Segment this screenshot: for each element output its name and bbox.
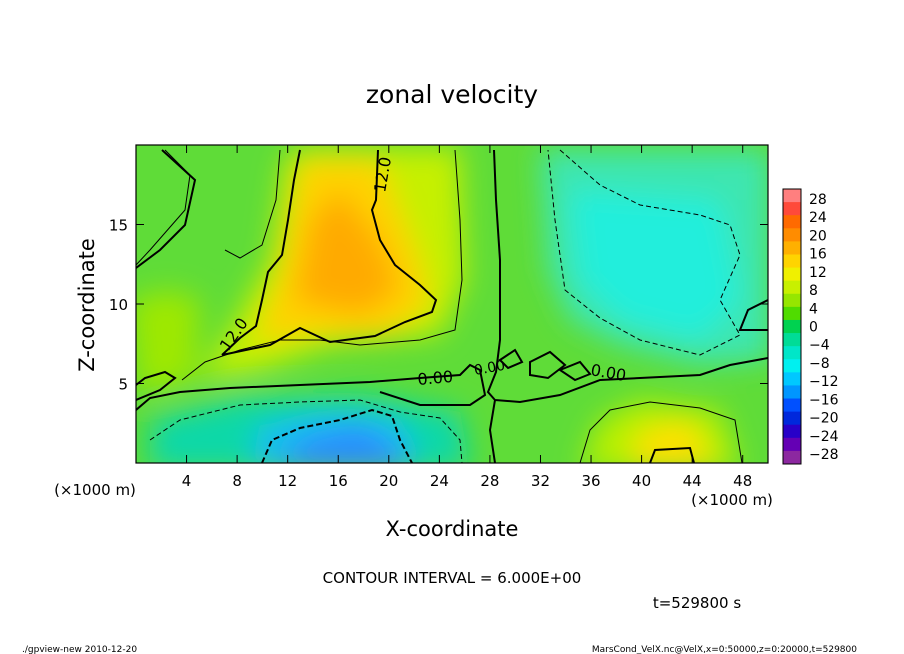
colorbar-swatch — [783, 228, 801, 242]
colorbar-swatch — [783, 306, 801, 321]
colorbar-tick-label: 0 — [809, 320, 818, 336]
colorbar-tick-label: 24 — [809, 210, 827, 226]
x-tick-label: 44 — [683, 472, 702, 490]
colorbar-tick-label: −4 — [809, 338, 830, 354]
colorbar: 28 24 20 16 12 8 4 0 −4 −8 −12 −16 −20 −24 −28 — [782, 188, 839, 465]
x-tick-label: 48 — [733, 472, 752, 490]
colorbar-swatch — [783, 372, 801, 386]
contour-0-main — [136, 149, 768, 463]
y-axis: 5 10 15 — [109, 217, 768, 394]
contour-neg6-lower-right — [579, 401, 743, 463]
negative-core-upper-right — [570, 190, 740, 340]
colorbar-swatch — [783, 398, 801, 413]
colorbar-swatch — [783, 215, 801, 229]
colorbar-tick-label: −8 — [809, 356, 830, 372]
z-unit-label: (×1000 m) — [54, 481, 136, 499]
colorbar-tick-label: 12 — [809, 265, 827, 281]
contour-interval-text: CONTOUR INTERVAL = 6.000E+00 — [323, 569, 582, 587]
colorbar-swatch — [783, 254, 801, 269]
colorbar-tick-label: −20 — [809, 411, 839, 427]
colorbar-tick-label: 4 — [809, 301, 818, 317]
chart-title: zonal velocity — [366, 80, 538, 109]
colorbar-swatch — [783, 359, 801, 373]
x-axis: 4 8 12 16 20 24 28 32 36 40 44 48 — [182, 145, 752, 490]
contour-neg12-dashed — [261, 408, 413, 463]
colorbar-swatch — [783, 346, 801, 360]
x-tick-label: 28 — [480, 472, 499, 490]
positive-region-left — [136, 290, 200, 395]
y-axis-label: Z-coordinate — [75, 238, 99, 372]
colorbar-tick-label: −12 — [809, 374, 839, 390]
colorbar-swatch — [783, 411, 801, 426]
x-axis-label: X-coordinate — [386, 517, 519, 541]
colorbar-frame — [782, 188, 802, 465]
x-tick-label: 20 — [379, 472, 398, 490]
x-tick-label: 16 — [329, 472, 348, 490]
colorbar-swatch — [783, 385, 801, 400]
colorbar-tick-label: 16 — [809, 247, 827, 263]
colorbar-swatch — [783, 293, 801, 308]
colorbar-swatch — [783, 267, 801, 282]
colorbar-swatch — [783, 450, 801, 465]
colorbar-swatch — [783, 424, 801, 439]
colorbar-tick-label: 20 — [809, 228, 827, 244]
colorbar-swatch — [783, 333, 801, 347]
x-tick-label: 12 — [278, 472, 297, 490]
colorbar-tick-label: −16 — [809, 392, 839, 408]
contour-12-core — [221, 149, 438, 356]
colorbar-swatch — [783, 189, 801, 203]
x-tick-label: 40 — [632, 472, 651, 490]
y-tick-label: 5 — [118, 376, 128, 394]
colorbar-swatch — [783, 241, 801, 255]
colorbar-tick-label: 28 — [809, 192, 827, 208]
x-tick-label: 32 — [531, 472, 550, 490]
colorbar-swatch — [783, 319, 801, 334]
footer-left: ./gpview-new 2010-12-20 — [22, 645, 137, 654]
contour-lines — [136, 149, 768, 463]
footer-right: MarsCond_VelX.nc@VelX,x=0:50000,z=0:2000… — [592, 645, 857, 654]
contour-neg6-dashed — [149, 149, 741, 463]
contour-label-0-middle: 0.00 — [473, 358, 506, 379]
positive-peak-core — [295, 190, 400, 315]
x-tick-label: 36 — [581, 472, 600, 490]
colorbar-tick-label: −24 — [809, 429, 839, 445]
x-tick-label: 24 — [430, 472, 449, 490]
colorbar-swatch — [783, 202, 801, 216]
y-tick-label: 15 — [109, 217, 128, 235]
colorbar-tick-label: 8 — [809, 283, 818, 299]
contour-label-0-left: 0.00 — [417, 367, 454, 389]
colorbar-tick-label: −28 — [809, 447, 839, 463]
colorbar-swatch — [783, 280, 801, 295]
time-text: t=529800 s — [653, 594, 741, 612]
y-tick-label: 10 — [109, 296, 128, 314]
colorbar-swatch — [783, 437, 801, 452]
x-tick-label: 4 — [182, 472, 192, 490]
plot-area: 12.0 12.0 0.00 0.00 0.00 — [136, 145, 768, 463]
x-tick-label: 8 — [232, 472, 242, 490]
contour-0-blobs — [498, 348, 695, 463]
x-unit-label: (×1000 m) — [691, 491, 773, 509]
negative-peak-lower — [284, 425, 404, 463]
